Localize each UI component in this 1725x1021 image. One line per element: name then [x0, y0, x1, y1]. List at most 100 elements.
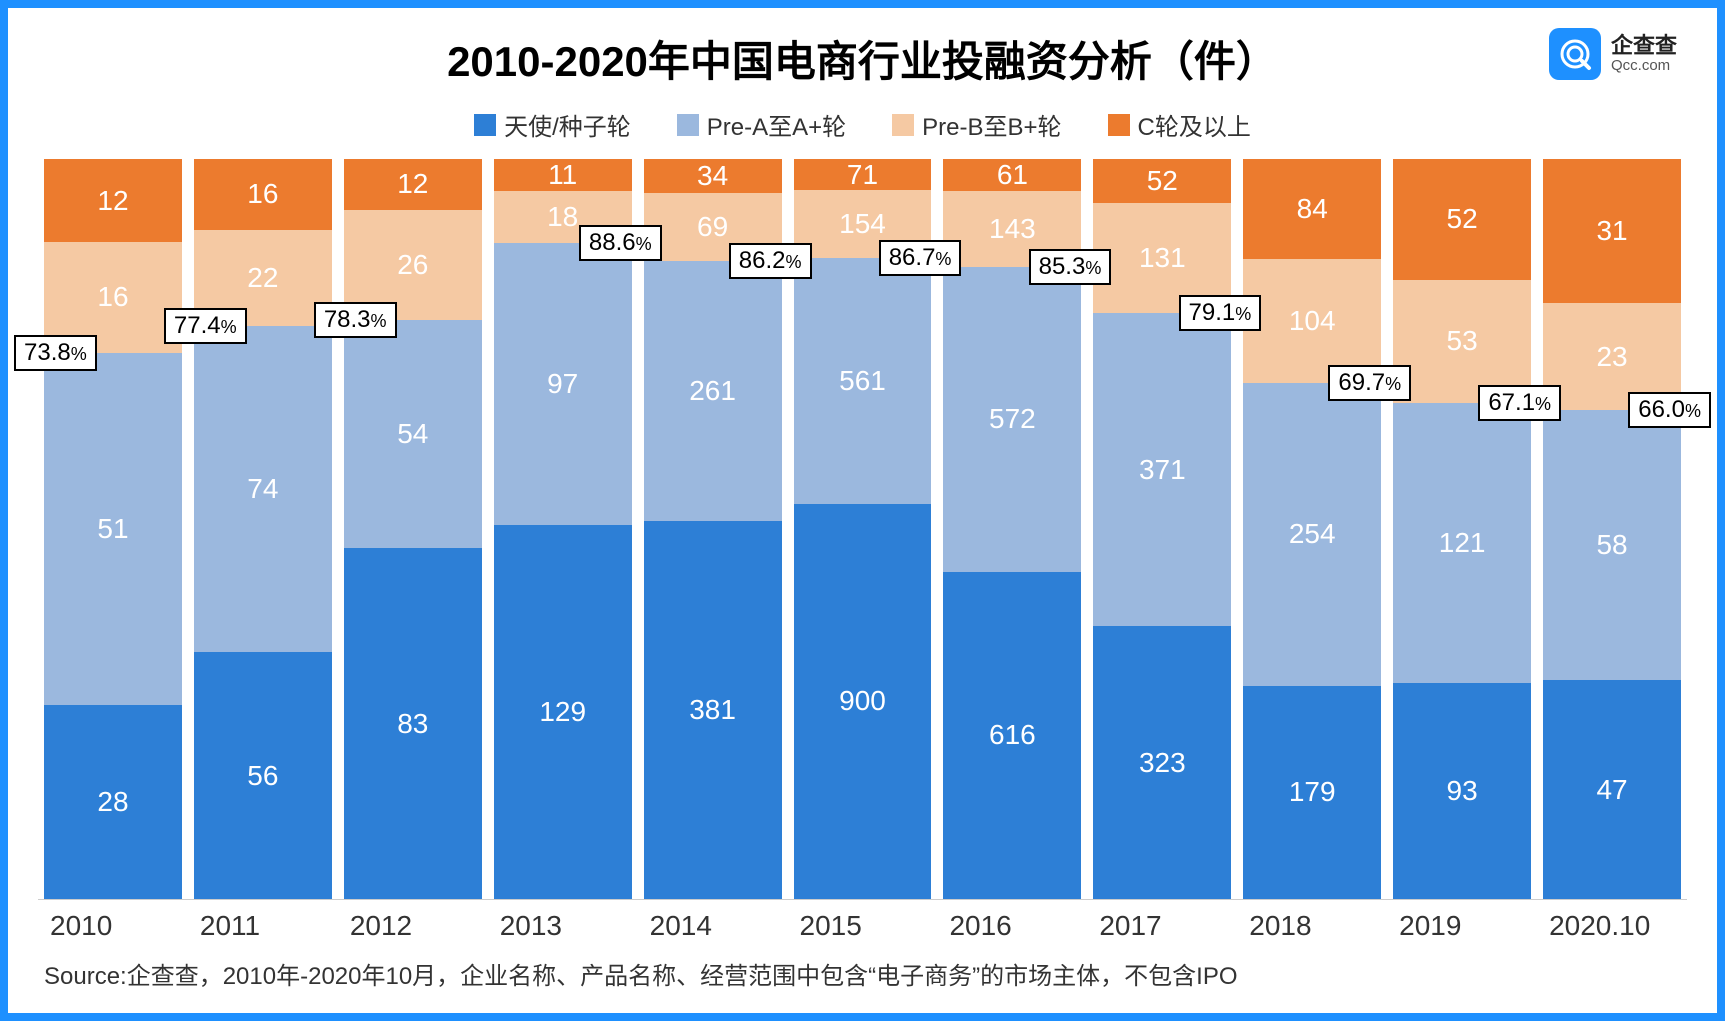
bar-stack: 47582331 — [1543, 159, 1681, 899]
brand-badge: 企查查 Qcc.com — [1549, 28, 1677, 80]
bar-column: 5674221677.4% — [194, 160, 332, 899]
bar-segment-preA: 54 — [344, 320, 482, 548]
x-axis-label: 2020.10 — [1543, 910, 1681, 942]
bar-segment-cplus: 71 — [794, 159, 932, 190]
bar-column: 4758233166.0% — [1543, 160, 1681, 899]
segment-value-label: 143 — [989, 213, 1036, 245]
segment-value-label: 56 — [247, 760, 278, 792]
segment-value-label: 371 — [1139, 454, 1186, 486]
segment-value-label: 84 — [1297, 193, 1328, 225]
segment-value-label: 616 — [989, 719, 1036, 751]
x-axis-label: 2016 — [943, 910, 1081, 942]
bar-segment-cplus: 61 — [943, 159, 1081, 191]
segment-value-label: 154 — [839, 208, 886, 240]
segment-value-label: 16 — [97, 281, 128, 313]
segment-value-label: 381 — [689, 694, 736, 726]
bar-segment-cplus: 52 — [1393, 159, 1531, 280]
legend-label: 天使/种子轮 — [504, 107, 631, 142]
segment-value-label: 561 — [839, 365, 886, 397]
percent-callout: 79.1% — [1179, 295, 1262, 331]
segment-value-label: 121 — [1439, 527, 1486, 559]
segment-value-label: 58 — [1596, 529, 1627, 561]
bar-column: 9005611547186.7% — [794, 160, 932, 899]
brand-icon — [1549, 28, 1601, 80]
segment-value-label: 28 — [97, 786, 128, 818]
bar-segment-angel: 47 — [1543, 680, 1681, 899]
segment-value-label: 11 — [548, 159, 577, 191]
x-axis: 2010201120122013201420152016201720182019… — [38, 900, 1687, 942]
bar-stack: 17925410484 — [1243, 159, 1381, 899]
bar-column: 12997181188.6% — [494, 160, 632, 899]
bar-column: 1792541048469.7% — [1243, 160, 1381, 899]
segment-value-label: 31 — [1596, 215, 1627, 247]
bar-stack: 32337113152 — [1093, 159, 1231, 899]
legend-label: Pre-A至A+轮 — [707, 107, 846, 142]
segment-value-label: 26 — [397, 249, 428, 281]
bar-segment-preA: 51 — [44, 353, 182, 706]
bar-segment-cplus: 31 — [1543, 159, 1681, 303]
segment-value-label: 74 — [247, 473, 278, 505]
bar-segment-preA: 261 — [644, 261, 782, 520]
segment-value-label: 51 — [97, 513, 128, 545]
bar-stack: 93 121 53 52 — [1393, 159, 1531, 899]
legend: 天使/种子轮Pre-A至A+轮Pre-B至B+轮C轮及以上 — [38, 107, 1687, 142]
x-axis-label: 2017 — [1093, 910, 1231, 942]
bar-column: 381261693486.2% — [644, 160, 782, 899]
bar-segment-cplus: 52 — [1093, 159, 1231, 203]
bar-segment-cplus: 34 — [644, 159, 782, 193]
segment-value-label: 572 — [989, 403, 1036, 435]
legend-swatch — [892, 114, 914, 136]
segment-value-label: 12 — [397, 168, 428, 200]
bar-segment-cplus: 12 — [344, 159, 482, 210]
bar-stack: 83542612 — [344, 159, 482, 899]
bar-segment-angel: 323 — [1093, 626, 1231, 899]
x-axis-label: 2012 — [344, 910, 482, 942]
bar-segment-angel: 900 — [794, 504, 932, 899]
header: 2010-2020年中国电商行业投融资分析（件） 企查查 Qcc.com — [38, 28, 1687, 89]
chart-title: 2010-2020年中国电商行业投融资分析（件） — [447, 28, 1278, 89]
legend-item: 天使/种子轮 — [474, 107, 631, 142]
percent-callout: 85.3% — [1029, 249, 1112, 285]
segment-value-label: 53 — [1447, 325, 1478, 357]
bar-segment-cplus: 11 — [494, 159, 632, 191]
segment-value-label: 61 — [997, 159, 1028, 191]
segment-value-label: 22 — [247, 262, 278, 294]
bar-segment-angel: 56 — [194, 652, 332, 899]
legend-swatch — [474, 114, 496, 136]
segment-value-label: 71 — [847, 159, 878, 190]
bar-segment-preA: 561 — [794, 258, 932, 504]
percent-callout: 86.2% — [729, 243, 812, 279]
bar-segment-cplus: 84 — [1243, 159, 1381, 259]
bar-stack: 28511612 — [44, 159, 182, 899]
segment-value-label: 52 — [1447, 203, 1478, 235]
x-axis-label: 2015 — [794, 910, 932, 942]
bar-column: 2851161273.8% — [44, 160, 182, 899]
bar-stack: 56 74 22 16 — [194, 159, 332, 899]
bar-segment-angel: 93 — [1393, 683, 1531, 899]
segment-value-label: 323 — [1139, 747, 1186, 779]
segment-value-label: 179 — [1289, 776, 1336, 808]
bar-segment-angel: 179 — [1243, 686, 1381, 899]
segment-value-label: 129 — [539, 696, 586, 728]
x-axis-label: 2011 — [194, 910, 332, 942]
x-axis-label: 2018 — [1243, 910, 1381, 942]
segment-value-label: 18 — [547, 201, 578, 233]
bar-column: 6165721436185.3% — [943, 160, 1081, 899]
percent-callout: 77.4% — [164, 308, 247, 344]
bar-segment-cplus: 16 — [194, 159, 332, 229]
segment-value-label: 261 — [689, 375, 736, 407]
bar-column: 93121535267.1% — [1393, 160, 1531, 899]
x-axis-label: 2013 — [494, 910, 632, 942]
legend-item: Pre-A至A+轮 — [677, 107, 846, 142]
brand-name-en: Qcc.com — [1611, 58, 1677, 75]
bar-segment-preA: 97 — [494, 243, 632, 524]
bar-stack: 129 97 18 11 — [494, 159, 632, 899]
segment-value-label: 52 — [1147, 165, 1178, 197]
segment-value-label: 69 — [697, 211, 728, 243]
legend-item: Pre-B至B+轮 — [892, 107, 1061, 142]
bar-segment-angel: 28 — [44, 705, 182, 899]
bar-segment-preA: 371 — [1093, 313, 1231, 626]
brand-name-cn: 企查查 — [1611, 34, 1677, 58]
x-axis-label: 2014 — [644, 910, 782, 942]
bar-segment-preA: 74 — [194, 326, 332, 652]
